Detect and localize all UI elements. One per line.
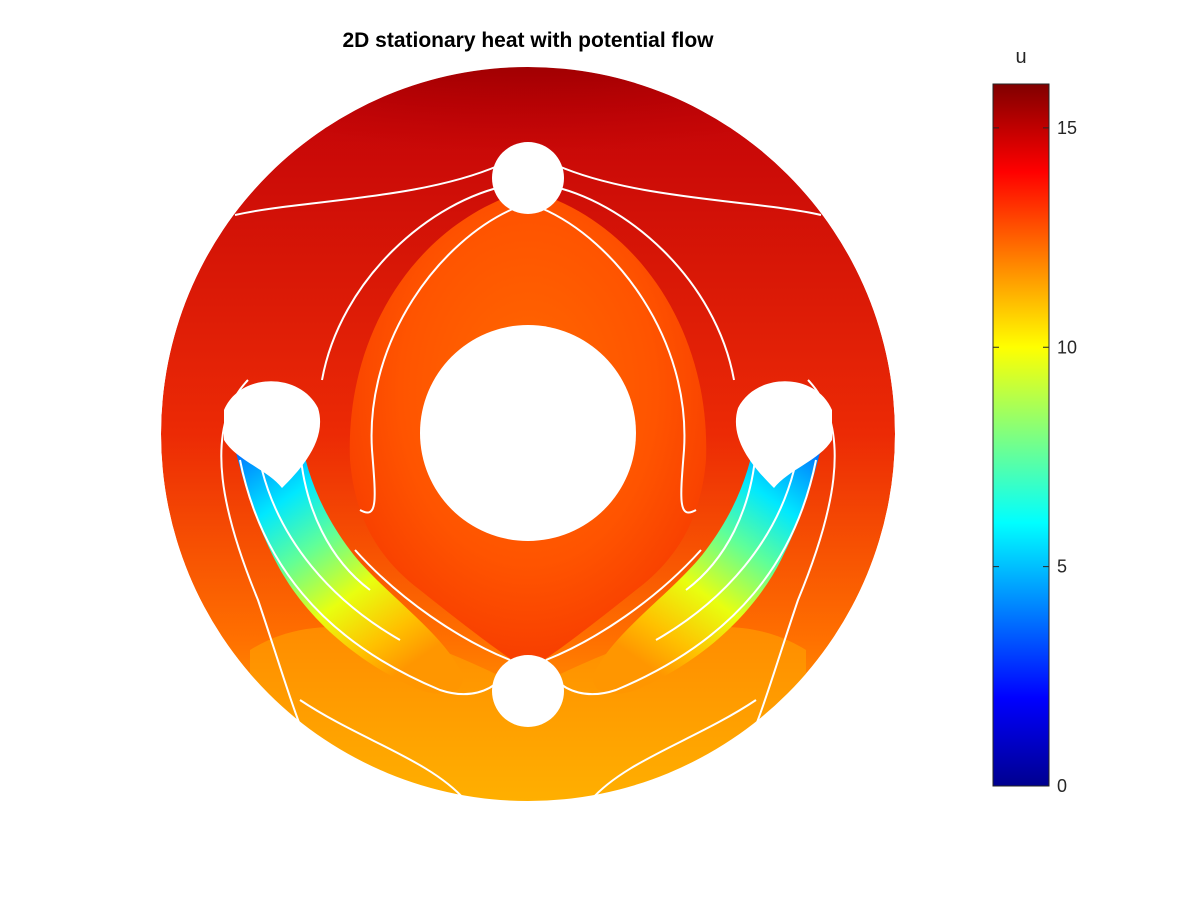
contour-line <box>545 549 702 661</box>
wake-right <box>593 420 828 694</box>
contour-line <box>655 469 795 641</box>
contour-line <box>239 459 501 696</box>
colorbar-label: u <box>1015 46 1026 68</box>
contour-line <box>555 164 822 216</box>
heat-field <box>161 67 895 801</box>
contour-line <box>755 379 836 726</box>
contour-lines <box>220 164 836 801</box>
colorbar-tick-label: 15 <box>1057 118 1077 138</box>
contour-line <box>359 207 516 514</box>
colorbar-tick-label: 5 <box>1057 557 1067 577</box>
chart-title: 2D stationary heat with potential flow <box>342 29 714 52</box>
colorbar: u 0 5 10 15 <box>992 46 1077 796</box>
contour-line <box>220 379 301 726</box>
bottom-region <box>250 627 806 801</box>
contour-line <box>685 449 757 591</box>
contour-line <box>555 459 817 696</box>
wake-left <box>228 420 463 694</box>
contour-line <box>299 449 371 591</box>
contour-line <box>299 699 466 801</box>
contour-line <box>540 207 697 514</box>
contour-line <box>354 549 511 661</box>
inner-region <box>349 190 707 670</box>
contour-line <box>545 184 735 381</box>
colorbar-gradient <box>992 83 1050 787</box>
contour-line <box>261 469 401 641</box>
contour-line <box>321 184 511 381</box>
colorbar-tick-label: 10 <box>1057 337 1077 357</box>
contour-line <box>234 164 501 216</box>
top-dark-band <box>168 67 888 210</box>
colorbar-tick-label: 0 <box>1057 776 1067 796</box>
contour-line <box>590 699 757 801</box>
colorbar-ticks: 0 5 10 15 <box>993 118 1077 796</box>
